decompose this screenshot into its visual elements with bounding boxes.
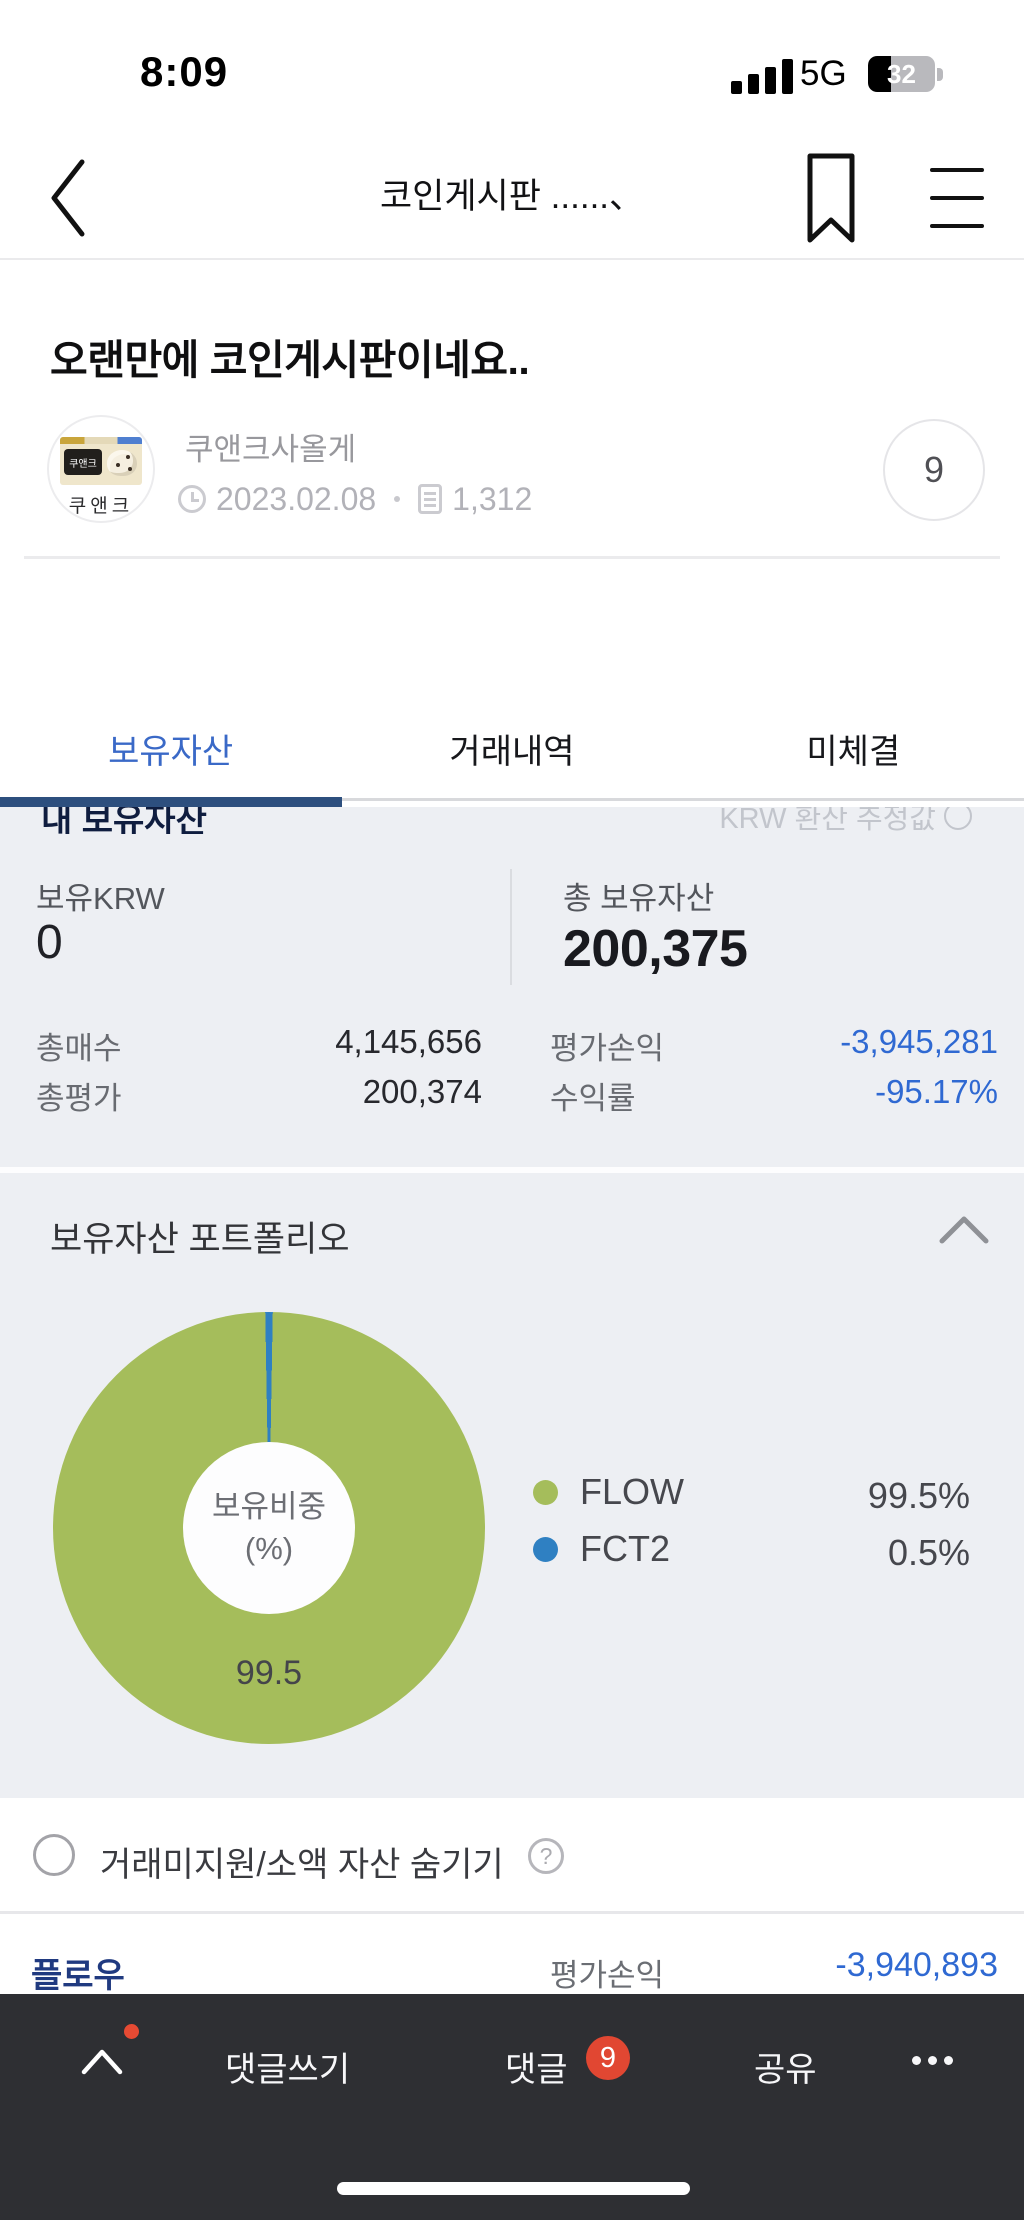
fct2-legend-dot <box>533 1536 558 1562</box>
fct2-legend-value: 0.5% <box>887 1532 970 1573</box>
bookmark-button[interactable] <box>796 152 866 244</box>
total-buy-label: 총매수 <box>36 1031 122 1066</box>
post-title: 오랜만에 코인게시판이네요.. <box>50 337 530 383</box>
avatar-caption: 쿠앤크 <box>68 496 134 517</box>
total-assets-value: 200,375 <box>563 920 748 978</box>
network-type-label: 5G <box>800 54 847 93</box>
meta-separator-dot <box>394 496 401 502</box>
bottom-action-bar: 댓글쓰기 댓글 9 공유 <box>0 1994 1024 2220</box>
battery-percent: 32 <box>887 58 916 89</box>
total-assets-label: 총 보유자산 <box>563 881 715 916</box>
eval-pl-value: -3,945,281 <box>840 1023 998 1060</box>
collapse-chevron-icon <box>938 1215 990 1250</box>
column-divider <box>510 869 512 985</box>
embedded-tab-bar: 보유자산 거래내역 미체결 <box>0 690 1024 807</box>
menu-icon <box>930 168 984 172</box>
active-tab-indicator <box>0 797 342 807</box>
yield-value: -95.17% <box>875 1073 998 1110</box>
comments-button[interactable]: 댓글 <box>505 2051 568 2089</box>
held-krw-value: 0 <box>36 916 63 969</box>
hide-assets-label: 거래미지원/소액 자산 숨기기 <box>100 1846 504 1884</box>
post-meta: 2023.02.08 1,312 <box>178 481 532 517</box>
hide-assets-checkbox <box>33 1834 75 1876</box>
menu-button[interactable] <box>930 160 994 236</box>
section-divider <box>24 556 1000 559</box>
coin-pl-label: 평가손익 <box>550 1958 665 1993</box>
total-buy-value: 4,145,656 <box>335 1023 482 1060</box>
coin-name: 플로우 <box>31 1957 125 1995</box>
total-eval-value: 200,374 <box>362 1073 482 1110</box>
help-icon: ? <box>528 1838 564 1874</box>
chevron-up-icon <box>81 2049 123 2075</box>
portfolio-title: 보유자산 포트폴리오 <box>50 1220 350 1259</box>
legend-item-fct2: FCT2 <box>533 1528 670 1570</box>
share-button[interactable]: 공유 <box>754 2051 817 2089</box>
more-button[interactable] <box>912 2056 953 2065</box>
comment-count-circle[interactable]: 9 <box>883 419 985 521</box>
tab-holdings: 보유자산 <box>108 733 234 771</box>
eval-pl-label: 평가손익 <box>550 1031 665 1066</box>
page-title: 코인게시판 ......、 <box>379 177 645 216</box>
views-icon <box>418 484 443 514</box>
donut-center-label: 보유비중 (%) <box>183 1442 355 1614</box>
home-indicator[interactable] <box>337 2182 690 2195</box>
clipped-header-band: 내 보유자산 KRW 환산 추정값 <box>0 807 1024 834</box>
info-icon <box>944 807 972 830</box>
post-date: 2023.02.08 <box>216 480 377 517</box>
flow-legend-dot <box>533 1479 558 1505</box>
flow-legend-value: 99.5% <box>867 1475 970 1516</box>
avatar-snack-box: 쿠앤크 <box>60 437 142 485</box>
tab-open-orders: 미체결 <box>806 733 901 771</box>
cell-signal-icon <box>731 58 793 94</box>
held-krw-label: 보유KRW <box>36 881 165 916</box>
tab-divider-line <box>342 798 1024 801</box>
clock-icon <box>178 485 206 513</box>
section-gap <box>0 1167 1024 1173</box>
comment-count-badge: 9 <box>586 2036 630 2080</box>
clipped-krw-estimate-label: KRW 환산 추정값 <box>719 807 936 834</box>
legend-item-flow: FLOW <box>533 1471 684 1513</box>
hide-assets-row: 거래미지원/소액 자산 숨기기 ? <box>0 1798 1024 1914</box>
coin-row: 플로우 평가손익 -3,940,893 <box>0 1914 1024 2000</box>
nav-bar: 코인게시판 ......、 <box>0 130 1024 260</box>
avatar-box-label: 쿠앤크 <box>64 449 102 475</box>
total-eval-label: 총평가 <box>36 1081 122 1116</box>
donut-slice-label: 99.5 <box>235 1654 303 1692</box>
battery-icon: 32 <box>868 56 935 92</box>
tab-history: 거래내역 <box>449 733 575 771</box>
clipped-my-assets-title: 내 보유자산 <box>41 807 207 834</box>
view-count: 1,312 <box>452 480 533 517</box>
back-chevron-icon <box>51 159 85 237</box>
coin-pl-value: -3,940,893 <box>835 1946 998 1984</box>
author-avatar[interactable]: 쿠앤크 쿠앤크 <box>47 415 155 523</box>
yield-label: 수익률 <box>550 1081 636 1116</box>
notification-dot <box>124 2024 139 2039</box>
embedded-screenshot: 내 보유자산 KRW 환산 추정값 보유KRW 0 총 보유자산 200,375… <box>0 807 1024 1798</box>
status-time: 8:09 <box>140 48 229 95</box>
author-name[interactable]: 쿠앤크사올게 <box>185 432 357 467</box>
more-icon <box>912 2056 921 2065</box>
battery-tip <box>937 68 943 81</box>
portfolio-donut-chart: 보유비중 (%) 99.5 <box>53 1312 485 1744</box>
bookmark-icon <box>807 153 855 243</box>
write-comment-button[interactable]: 댓글쓰기 <box>225 2051 351 2089</box>
collapse-bar-button[interactable] <box>80 2046 124 2081</box>
back-button[interactable] <box>40 150 100 246</box>
